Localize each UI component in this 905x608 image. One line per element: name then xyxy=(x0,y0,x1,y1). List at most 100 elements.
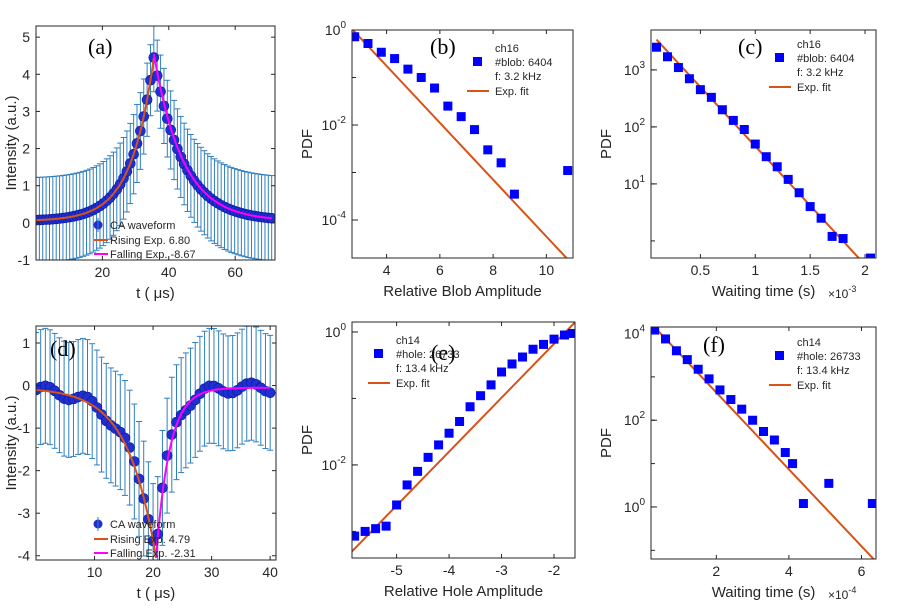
data-point xyxy=(816,213,826,223)
y-tick-label: 100 xyxy=(624,497,646,515)
legend-channel: ch14 xyxy=(797,337,821,349)
y-tick-label: 1 xyxy=(22,178,30,194)
y-tick-label: -2 xyxy=(18,463,31,479)
legend-fit-label: Exp. fit xyxy=(495,86,529,98)
data-point xyxy=(509,189,519,199)
y-axis-label: PDF xyxy=(299,129,316,159)
data-point xyxy=(539,339,549,349)
data-point xyxy=(528,344,538,354)
y-tick-label: 0 xyxy=(22,378,30,394)
x-tick-label: 20 xyxy=(95,264,111,280)
legend-marker xyxy=(374,349,383,358)
x-tick-label: 40 xyxy=(161,264,177,280)
panel-label: (f) xyxy=(703,332,725,357)
data-point xyxy=(352,32,360,42)
y-tick-label: 10-4 xyxy=(322,210,347,228)
data-point xyxy=(788,459,798,469)
x-tick-label: 6 xyxy=(858,563,866,579)
y-tick-base: 10 xyxy=(325,22,341,38)
data-point xyxy=(423,452,433,462)
x-multiplier-base: ×10 xyxy=(828,588,849,602)
x-tick-label: 10 xyxy=(539,262,555,278)
x-multiplier-exponent: -4 xyxy=(848,585,856,595)
falling-exp-fit-line xyxy=(155,386,271,558)
data-point xyxy=(693,364,703,374)
rising-exp-fit-line xyxy=(36,389,157,559)
y-tick-label: 3 xyxy=(22,103,30,119)
legend-frequency: f: 3.2 kHz xyxy=(797,67,843,79)
legend-ca-label: CA waveform xyxy=(110,220,175,232)
data-point xyxy=(838,234,848,244)
data-point xyxy=(671,346,681,356)
x-tick-label: 8 xyxy=(489,262,497,278)
x-axis-label: Waiting time (s) xyxy=(712,283,816,300)
x-axis-label: t ( μs) xyxy=(137,585,176,602)
legend-fit-label: Exp. fit xyxy=(396,378,430,390)
x-tick-label: 30 xyxy=(204,564,220,580)
legend-falling-label: Falling Exp. -8.67 xyxy=(110,249,196,261)
x-tick-label: 60 xyxy=(227,264,243,280)
legend-ca-label: CA waveform xyxy=(110,519,175,531)
y-tick-base: 10 xyxy=(624,326,640,342)
data-point xyxy=(455,417,465,427)
data-point xyxy=(497,367,507,377)
data-point xyxy=(661,334,671,344)
y-tick-exponent: 3 xyxy=(639,60,645,71)
falling-exp-fit-line xyxy=(152,53,272,220)
data-point xyxy=(726,395,736,405)
legend-rising-label: Rising Exp. 6.80 xyxy=(110,235,190,247)
data-point xyxy=(469,125,479,135)
legend-count: #blob: 6404 xyxy=(495,57,553,69)
y-tick-exponent: -2 xyxy=(337,455,346,466)
data-point xyxy=(794,188,804,198)
data-point xyxy=(563,166,573,176)
panel-label: (c) xyxy=(738,34,762,59)
x-tick-label: 10 xyxy=(87,564,103,580)
panel-a: 20 40 60 -1 0 1 2 3 4 5 t ( μs) Intensity (a.u.) (a)… xyxy=(3,25,276,302)
data-point xyxy=(390,54,400,64)
x-tick-label: 1.5 xyxy=(800,262,820,278)
legend-marker xyxy=(473,57,482,66)
y-tick-exponent: 0 xyxy=(340,322,346,333)
x-tick-label: -5 xyxy=(390,562,403,578)
legend-channel: ch14 xyxy=(396,335,420,347)
axes-frame xyxy=(35,325,277,561)
axes-frame xyxy=(351,29,574,259)
panel-label: (d) xyxy=(50,336,76,361)
legend-marker xyxy=(775,351,784,360)
y-tick-exponent: -2 xyxy=(337,115,346,126)
data-point xyxy=(673,63,683,73)
plot-area xyxy=(36,326,276,560)
data-point xyxy=(750,139,760,149)
rising-exp-fit-line xyxy=(36,57,155,222)
data-point xyxy=(518,352,528,362)
y-tick-base: 10 xyxy=(624,119,640,135)
data-point xyxy=(430,83,440,93)
x-tick-label: -2 xyxy=(548,562,561,578)
y-tick-label: 101 xyxy=(624,174,646,192)
exp-fit-line xyxy=(352,30,568,258)
data-point xyxy=(780,448,790,458)
legend-count: #hole: 26733 xyxy=(797,351,861,363)
data-point xyxy=(651,327,660,335)
data-point xyxy=(772,162,782,172)
x-tick-label: 4 xyxy=(383,262,391,278)
panel-label: (a) xyxy=(88,34,112,59)
data-point xyxy=(827,231,837,241)
data-point xyxy=(483,145,493,155)
y-tick-label: -3 xyxy=(18,505,31,521)
data-point xyxy=(486,380,496,390)
data-point xyxy=(443,101,453,111)
x-multiplier-base: ×10 xyxy=(828,287,849,301)
y-axis-label: PDF xyxy=(299,425,316,455)
exp-fit-line xyxy=(653,327,875,559)
x-tick-label: 1 xyxy=(751,262,759,278)
y-axis-label: Intensity (a.u.) xyxy=(3,95,20,190)
data-point xyxy=(706,92,716,102)
data-point xyxy=(695,85,705,95)
data-point xyxy=(444,428,454,438)
data-point xyxy=(567,328,575,338)
y-tick-label: 0 xyxy=(22,215,30,231)
data-point xyxy=(456,112,466,122)
